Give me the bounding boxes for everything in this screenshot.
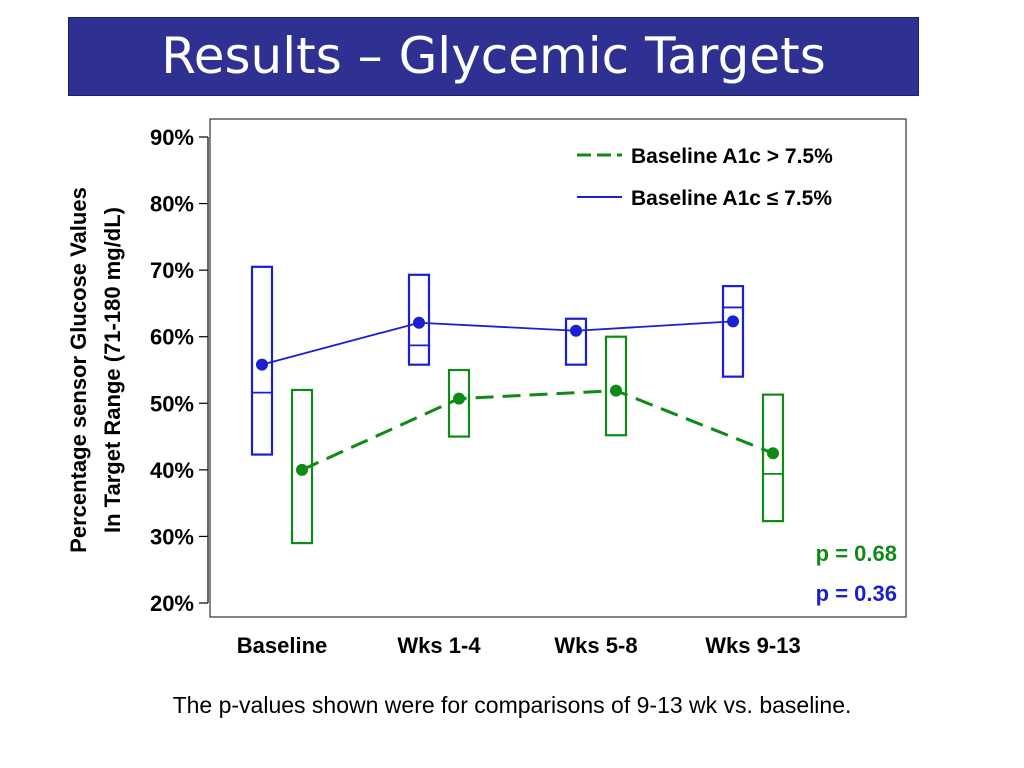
title-bar: Results – Glycemic Targets [68,17,919,96]
data-point [296,463,308,476]
x-tick-label: Wks 9-13 [705,633,800,658]
range-box [447,368,471,438]
range-box [250,265,274,456]
data-point [413,316,425,329]
y-axis-label: Percentage sensor Glucose Values [66,187,91,553]
data-point [767,447,779,460]
data-point [453,392,465,405]
p-value-label: p = 0.36 [816,581,897,606]
y-tick-label: 20% [150,591,194,616]
data-point [570,324,582,337]
x-tick-label: Baseline [237,633,328,658]
data-point [256,358,268,371]
series-line [261,320,734,366]
footnote: The p-values shown were for comparisons … [172,692,852,718]
y-tick-label: 50% [150,391,194,416]
y-tick-label: 80% [150,192,194,217]
y-tick-label: 30% [150,524,194,549]
y-tick-label: 90% [150,125,194,150]
y-axis-label: In Target Range (71-180 mg/dL) [100,207,125,533]
x-tick-label: Wks 1-4 [397,633,481,658]
series-line [301,389,774,472]
slide-title: Results – Glycemic Targets [161,27,826,85]
data-point [610,384,622,397]
p-value-label: p = 0.68 [816,541,897,566]
plot-frame [209,118,907,618]
y-tick-label: 40% [150,458,194,483]
y-tick-label: 70% [150,258,194,283]
range-box [604,335,628,437]
data-point [727,315,739,328]
range-box [721,285,745,378]
y-tick-label: 60% [150,325,194,350]
range-box [407,273,431,366]
x-tick-label: Wks 5-8 [554,633,637,658]
range-box [564,317,588,366]
legend-label: Baseline A1c ≤ 7.5% [631,187,832,210]
legend-label: Baseline A1c > 7.5% [631,145,833,168]
range-box [761,393,785,523]
